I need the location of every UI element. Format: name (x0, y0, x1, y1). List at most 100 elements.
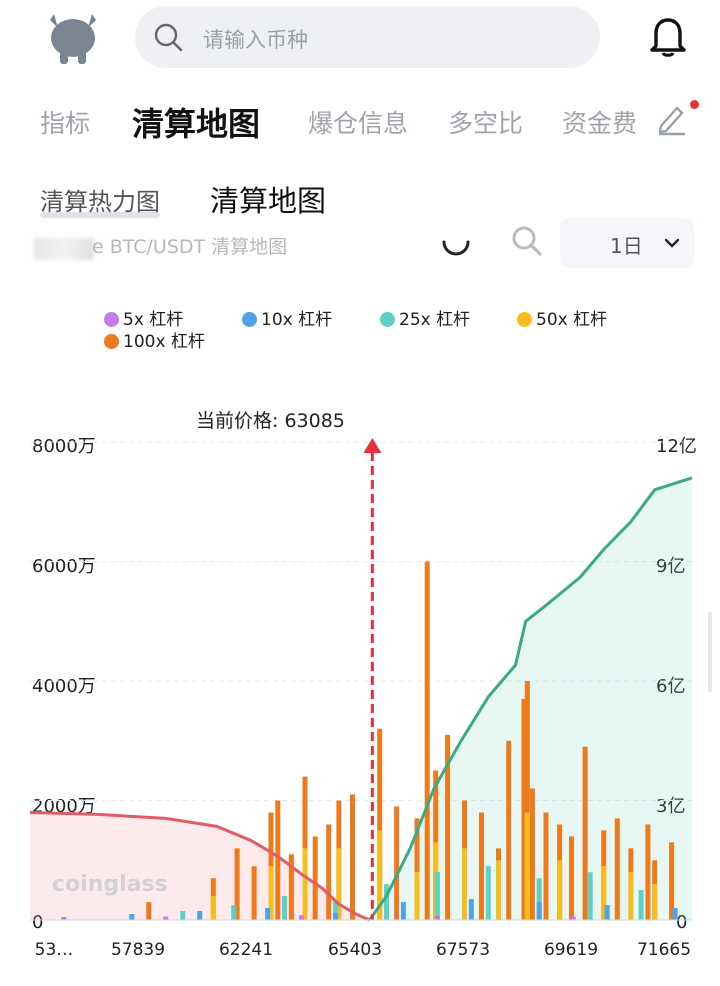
bar-50x (557, 860, 563, 921)
bar-25x (180, 911, 186, 920)
bar-10x (333, 912, 338, 920)
bar-25x (333, 902, 338, 920)
legend-10x[interactable]: 10x 杠杆 (242, 305, 332, 330)
bar-25x (638, 890, 644, 920)
x-tick-6: 71665 (636, 940, 692, 960)
legend-25x[interactable]: 25x 杠杆 (380, 305, 470, 330)
cumulative-short-line (29, 811, 371, 922)
tab-indicators[interactable]: 指标 (40, 109, 91, 138)
bar-10x (604, 905, 610, 920)
bar-100x (645, 824, 651, 920)
bar-10x (536, 902, 542, 920)
legend-dot-100x (104, 334, 119, 349)
bar-50x (377, 830, 383, 920)
y-left-tick-8000: 8000万 (32, 436, 96, 457)
bar-100x (529, 788, 535, 920)
bar-50x (601, 866, 607, 920)
subtab-underline (40, 212, 160, 218)
bar-10x (265, 908, 271, 920)
bar-50x (268, 866, 274, 920)
chevron-down-icon (664, 234, 680, 253)
y-left-tick-0: 0 (32, 912, 44, 933)
search-input[interactable]: 请输入币种 (135, 6, 600, 68)
x-tick-3: 65403 (327, 940, 383, 960)
bar-25x (485, 866, 491, 920)
bar-100x (326, 824, 332, 920)
bar-100x (614, 818, 620, 920)
y-right-tick-0: 0 (676, 912, 688, 933)
bar-25x (282, 896, 288, 920)
search-placeholder: 请输入币种 (203, 28, 308, 52)
bar-25x (384, 884, 389, 920)
bar-100x (506, 740, 512, 921)
bar-5x (570, 916, 576, 920)
subtab-liquidation-map[interactable]: 清算地图 (210, 184, 327, 218)
bar-100x (414, 818, 420, 920)
period-select[interactable]: 1日 (560, 218, 694, 268)
bar-100x (146, 902, 152, 920)
current-price-label: 当前价格: 63085 (196, 410, 345, 432)
bar-25x (434, 872, 440, 920)
bar-100x (479, 812, 484, 920)
chart-search-icon[interactable] (510, 226, 544, 262)
tab-funding-rate[interactable]: 资金费 (562, 109, 638, 138)
bar-25x (536, 878, 542, 920)
legend-label-5x: 5x 杠杆 (123, 310, 184, 330)
legend-5x[interactable]: 5x 杠杆 (104, 305, 183, 330)
bar-5x (61, 917, 67, 920)
bar-100x (521, 698, 527, 920)
bar-5x (434, 915, 440, 920)
cumulative-long-area (369, 477, 692, 920)
notification-bell-icon[interactable] (648, 14, 688, 62)
bar-100x (288, 854, 294, 920)
bar-100x (543, 812, 549, 920)
bar-10x (129, 914, 135, 920)
y-right-tick-12: 12亿 (656, 436, 697, 457)
bar-25x (587, 872, 593, 920)
edit-pencil-icon[interactable] (655, 100, 689, 140)
bar-100x (377, 728, 383, 920)
bar-50x (210, 896, 216, 920)
x-tick-1: 57839 (110, 940, 166, 960)
bar-25x (231, 905, 237, 920)
bar-50x (414, 872, 420, 920)
tab-liquidation-info[interactable]: 爆仓信息 (308, 109, 409, 138)
bar-100x (569, 836, 574, 920)
tab-liquidation-map[interactable]: 清算地图 (132, 105, 261, 143)
main-tabs: 指标 清算地图 爆仓信息 多空比 资金费 (0, 90, 650, 150)
x-tick-0: 53… (34, 940, 74, 960)
bar-50x (524, 812, 530, 920)
subtab-heatmap[interactable]: 清算热力图 (40, 188, 160, 216)
legend-dot-50x (517, 312, 532, 327)
bar-100x (669, 842, 675, 920)
bar-100x (394, 806, 400, 920)
x-tick-5: 69619 (543, 940, 599, 960)
legend-dot-25x (380, 312, 395, 327)
x-tick-2: 62241 (218, 940, 274, 960)
legend-label-100x: 100x 杠杆 (123, 332, 205, 352)
coinglass-watermark: coinglass (52, 872, 168, 897)
bar-100x (350, 794, 355, 920)
chart-title: e BTC/USDT 清算地图 (92, 236, 288, 258)
bar-100x (524, 681, 530, 920)
legend-100x[interactable]: 100x 杠杆 (104, 327, 205, 352)
page-scrollbar[interactable] (708, 612, 712, 692)
cumulative-short-area (30, 812, 370, 920)
y-right-tick-3: 3亿 (656, 792, 685, 818)
refresh-icon[interactable] (440, 226, 472, 262)
user-avatar-icon[interactable] (42, 6, 104, 68)
legend-50x[interactable]: 50x 杠杆 (517, 305, 607, 330)
bar-5x (299, 915, 305, 920)
bar-5x (163, 916, 169, 920)
bar-50x (336, 848, 342, 920)
bar-10x (197, 911, 203, 920)
bar-50x (628, 872, 634, 920)
bar-100x (582, 746, 588, 920)
tab-long-short-ratio[interactable]: 多空比 (448, 109, 524, 138)
bar-100x (424, 561, 430, 920)
legend-label-25x: 25x 杠杆 (399, 310, 471, 330)
x-tick-4: 67573 (435, 940, 491, 960)
legend-label-50x: 50x 杠杆 (536, 310, 608, 330)
bar-50x (462, 848, 467, 920)
